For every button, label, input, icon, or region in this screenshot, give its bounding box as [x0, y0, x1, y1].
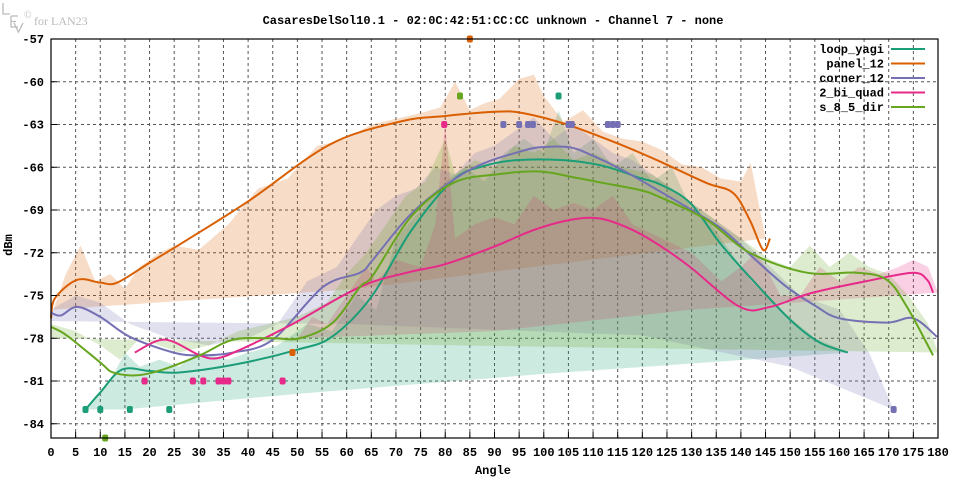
legend: loop_yagipanel_12corner_122_bi_quads_8_5…	[819, 43, 925, 115]
x-tick-label: 125	[656, 446, 678, 460]
point-corner_12	[604, 121, 611, 128]
band-loop_yagi	[85, 110, 850, 410]
y-axis-label: dBm	[2, 234, 16, 256]
point-corner_12	[516, 121, 523, 128]
point-corner_12	[609, 121, 616, 128]
x-tick-label: 25	[167, 446, 181, 460]
point-loop_yagi	[97, 406, 104, 413]
y-tick-label: -66	[22, 161, 44, 175]
x-tick-label: 45	[266, 446, 280, 460]
x-tick-label: 180	[927, 446, 949, 460]
x-tick-label: 150	[779, 446, 801, 460]
line-loop_yagi	[84, 158, 849, 411]
point-loop_yagi	[166, 406, 173, 413]
line-panel_12	[50, 110, 771, 319]
y-tick-label: -78	[22, 332, 44, 346]
point-2_bi_quad	[215, 377, 222, 385]
y-tick-label: -60	[22, 76, 44, 90]
point-2_bi_quad	[200, 377, 207, 385]
x-axis-label: Angle	[475, 464, 511, 478]
x-tick-label: 35	[216, 446, 230, 460]
y-tick-label: -81	[22, 375, 44, 389]
x-tick-label: 165	[853, 446, 875, 460]
range-bands	[51, 74, 938, 410]
x-tick-label: 5	[72, 446, 79, 460]
axis-ticks: 0 5 10 15 20 25 30 35 40 45 50 55 60 65 70 75 80 85 90 95 10…	[22, 33, 948, 460]
x-tick-label: 95	[512, 446, 526, 460]
x-tick-label: 90	[487, 446, 501, 460]
point-corner_12	[525, 121, 532, 128]
legend-label-panel_12: panel_12	[826, 58, 884, 72]
y-tick-label: -63	[22, 119, 44, 133]
x-tick-label: 80	[438, 446, 452, 460]
x-tick-label: 135	[705, 446, 727, 460]
logo-letters-icon	[2, 3, 24, 34]
point-2_bi_quad	[189, 377, 196, 385]
legend-label-s_8_5_dir: s_8_5_dir	[819, 101, 884, 115]
series-points	[82, 35, 897, 442]
point-corner_12	[614, 121, 621, 128]
line-corner_12	[50, 145, 938, 357]
x-tick-label: 160	[829, 446, 851, 460]
x-tick-label: 145	[755, 446, 777, 460]
x-tick-label: 115	[607, 446, 629, 460]
logo-suffix: for LAN23	[34, 14, 88, 28]
x-tick-label: 55	[315, 446, 329, 460]
x-tick-label: 65	[364, 446, 378, 460]
band-panel_12	[51, 74, 766, 317]
point-corner_12	[568, 121, 575, 128]
point-2_bi_quad	[279, 377, 286, 385]
point-corner_12	[529, 121, 536, 128]
x-tick-label: 15	[118, 446, 132, 460]
legend-label-loop_yagi: loop_yagi	[819, 43, 884, 57]
y-tick-label: -72	[22, 247, 44, 261]
point-corner_12	[500, 121, 507, 128]
x-tick-label: 40	[241, 446, 255, 460]
point-2_bi_quad	[220, 377, 227, 385]
point-loop_yagi	[82, 406, 89, 413]
point-2_bi_quad	[441, 121, 448, 128]
x-tick-label: 75	[413, 446, 427, 460]
x-tick-label: 110	[582, 446, 604, 460]
y-tick-label: -69	[22, 204, 44, 218]
x-tick-label: 60	[339, 446, 353, 460]
y-tick-label: -57	[22, 33, 44, 47]
x-tick-label: 70	[389, 446, 403, 460]
logo: © for LAN23	[2, 3, 88, 34]
series-lines	[50, 110, 938, 411]
point-s_8_5_dir	[457, 92, 464, 100]
x-tick-label: 100	[533, 446, 555, 460]
x-tick-label: 0	[47, 446, 54, 460]
legend-label-2_bi_quad: 2_bi_quad	[819, 87, 884, 101]
y-tick-label: -84	[22, 418, 44, 432]
x-tick-label: 10	[93, 446, 107, 460]
band-s_8_5_dir	[51, 138, 938, 360]
point-loop_yagi	[555, 92, 562, 100]
x-tick-label: 50	[290, 446, 304, 460]
point-2_bi_quad	[141, 377, 148, 385]
x-tick-label: 175	[903, 446, 925, 460]
legend-label-corner_12: corner_12	[819, 72, 884, 86]
x-tick-label: 155	[804, 446, 826, 460]
x-tick-label: 30	[192, 446, 206, 460]
point-2_bi_quad	[225, 377, 232, 385]
point-loop_yagi	[126, 406, 133, 413]
line-s_8_5_dir	[50, 170, 934, 377]
logo-copyright: ©	[24, 10, 32, 21]
x-tick-label: 140	[730, 446, 752, 460]
y-tick-label: -75	[22, 290, 44, 304]
band-corner_12	[51, 117, 894, 410]
x-tick-label: 120	[632, 446, 654, 460]
band-2_bi_quad	[297, 124, 938, 339]
x-tick-label: 85	[463, 446, 477, 460]
x-tick-label: 130	[681, 446, 703, 460]
chart-title: CasaresDelSol10.1 - 02:0C:42:51:CC:CC un…	[263, 14, 724, 28]
x-tick-label: 170	[878, 446, 900, 460]
point-corner_12	[890, 406, 897, 413]
line-2_bi_quad	[134, 216, 935, 360]
point-panel_12	[289, 349, 296, 356]
x-tick-label: 105	[558, 446, 580, 460]
x-tick-label: 20	[142, 446, 156, 460]
